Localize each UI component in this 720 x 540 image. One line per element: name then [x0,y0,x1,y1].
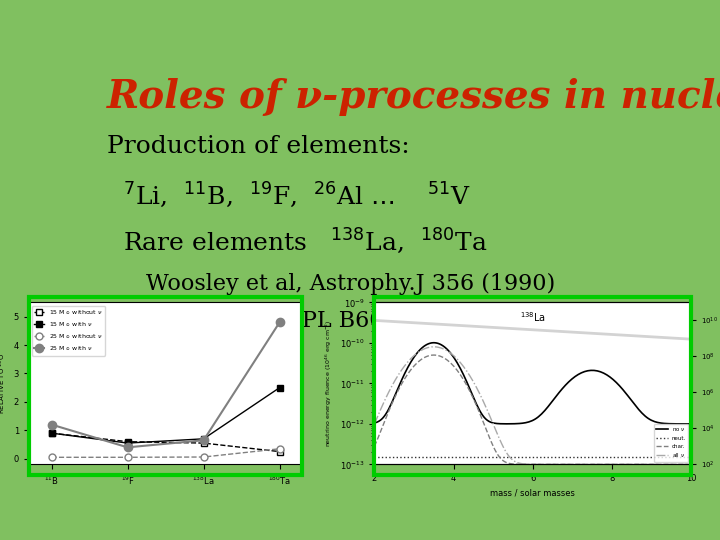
T [429,321,438,327]
X-axis label: mass / solar masses: mass / solar masses [490,489,575,498]
Legend: 15 M$_\odot$ without $\nu$, 15 M$_\odot$ with $\nu$, 25 M$_\odot$ without $\nu$,: 15 M$_\odot$ without $\nu$, 15 M$_\odot$… [32,306,105,355]
Text: $^{7}$Li,  $^{11}$B,  $^{19}$F,  $^{26}$Al $\ldots$    $^{51}$V: $^{7}$Li, $^{11}$B, $^{19}$F, $^{26}$Al … [124,181,472,211]
T [660,334,668,341]
Text: Heger et al.,  PL B606 (2005): Heger et al., PL B606 (2005) [145,310,479,332]
T [383,318,392,325]
Text: Woosley et al, Astrophy.J 356 (1990): Woosley et al, Astrophy.J 356 (1990) [145,273,555,295]
Text: Heger et al.: Heger et al. [431,435,575,458]
T [454,322,463,329]
Y-axis label: neutrino energy fluence ($10^{46}$ erg cm$^{-2}$): neutrino energy fluence ($10^{46}$ erg c… [324,320,334,447]
Text: $^{138}$La: $^{138}$La [520,310,546,325]
Text: Production of elements:: Production of elements: [107,136,410,158]
T [671,335,680,341]
Legend: no $\nu$, neut., char., all $\nu$: no $\nu$, neut., char., all $\nu$ [654,424,688,462]
Y-axis label: PRODUCTION FACTOR
RELATIVE TO $^{16}$O: PRODUCTION FACTOR RELATIVE TO $^{16}$O [0,346,8,421]
T [370,317,379,323]
Text: Rare elements   $^{138}$La,  $^{180}$Ta: Rare elements $^{138}$La, $^{180}$Ta [124,227,487,256]
Line: T: T [374,320,691,339]
T [687,336,696,342]
Text: Haxton: Haxton [175,435,261,458]
T [390,318,398,325]
Text: Roles of ν-processes in nucleosynthesis: Roles of ν-processes in nucleosynthesis [107,77,720,116]
